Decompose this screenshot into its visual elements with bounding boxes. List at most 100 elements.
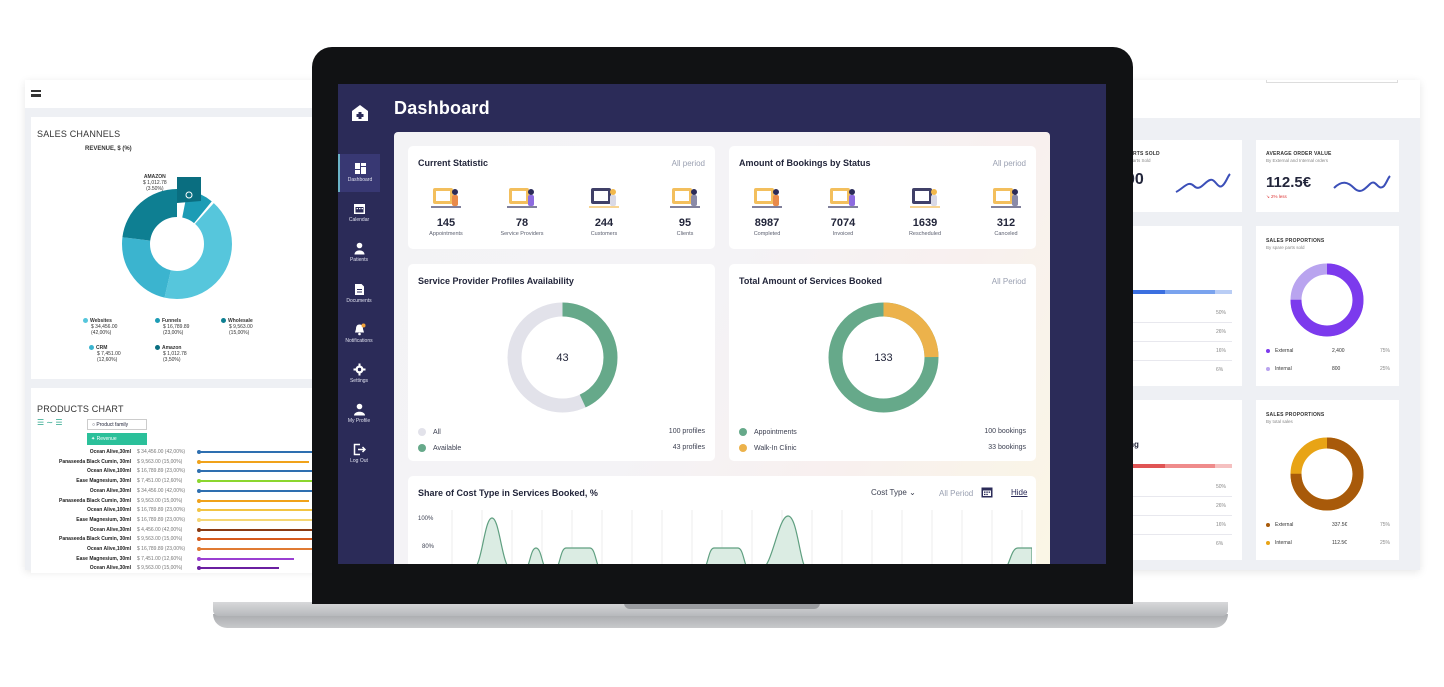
product-bar bbox=[199, 451, 324, 453]
stat-label: Completed bbox=[753, 231, 781, 237]
menu-icon[interactable] bbox=[31, 90, 41, 97]
stat-item: 244 Customers bbox=[574, 182, 634, 237]
product-bar bbox=[199, 538, 317, 541]
availability-card: Service Provider Profiles Availability 4… bbox=[408, 264, 715, 461]
stat-label: Customers bbox=[590, 231, 618, 237]
services-booked-card: Total Amount of Services Booked All Peri… bbox=[729, 264, 1036, 461]
product-bar-dot bbox=[197, 498, 201, 503]
sidebar-item-notifications[interactable]: Notifications bbox=[338, 315, 380, 353]
stat-item: 95 Clients bbox=[655, 182, 715, 237]
left-background-window: SALES CHANNELS REVENUE, $ (%) AMAZON $ 1… bbox=[25, 80, 325, 573]
product-bar-dot bbox=[197, 450, 201, 454]
sales-prop2-sub: By total sales bbox=[1266, 419, 1293, 424]
proportion-pct: 75% bbox=[1380, 522, 1391, 528]
sidebar-item-label: Dashboard bbox=[347, 177, 373, 183]
parts-sold-sub: e Parts Sold bbox=[1126, 158, 1151, 163]
chart-type-icons[interactable]: ☰ ∼ ☰ bbox=[37, 418, 63, 427]
product-row: Ocean Alive,100ml $ 16,789.89 (23,00%) bbox=[31, 545, 321, 555]
avg-order-card: AVERAGE ORDER VALUE By External and Inte… bbox=[1256, 140, 1399, 212]
avg-order-label: AVERAGE ORDER VALUE bbox=[1266, 151, 1332, 157]
sales-channels-card: SALES CHANNELS REVENUE, $ (%) AMAZON $ 1… bbox=[31, 117, 321, 379]
stat-item: 145 Appointments bbox=[416, 182, 476, 237]
product-value: $ 9,563.00 (15,00%) bbox=[137, 565, 183, 572]
row-divider bbox=[1120, 534, 1232, 535]
row-pct: 6% bbox=[1216, 367, 1224, 373]
availability-donut: 43 bbox=[507, 302, 618, 413]
sidebar-item-log-out[interactable]: Log Out bbox=[338, 435, 380, 473]
parts-sold-card: PARTS SOLD e Parts Sold 00 bbox=[1120, 140, 1242, 212]
product-family-dropdown[interactable]: ○ Product family bbox=[87, 419, 147, 430]
product-row: Ease Magnesium, 30ml $ 7,451.00 (12,60%) bbox=[31, 555, 321, 565]
product-bar bbox=[199, 460, 309, 463]
sidebar-item-settings[interactable]: Settings bbox=[338, 355, 380, 393]
row-divider bbox=[1120, 322, 1232, 323]
sales-prop2-donut bbox=[1290, 437, 1364, 511]
proportion-item: External bbox=[1266, 522, 1293, 528]
y-tick-100: 100% bbox=[418, 516, 434, 522]
sidebar-item-patients[interactable]: Patients bbox=[338, 234, 380, 272]
clinic-logo-icon[interactable] bbox=[351, 104, 369, 122]
illustration-icon bbox=[910, 188, 940, 208]
product-value: $ 9,563.00 (15,00%) bbox=[137, 497, 183, 504]
row-pct: 50% bbox=[1216, 310, 1227, 316]
stat-value: 95 bbox=[678, 217, 692, 229]
sales-channels-donut bbox=[122, 177, 232, 299]
services-booked-donut: 133 bbox=[828, 302, 939, 413]
availability-center-value: 43 bbox=[556, 352, 568, 364]
product-bar bbox=[199, 528, 324, 531]
availability-title: Service Provider Profiles Availability bbox=[418, 276, 574, 286]
stat-label: Canceled bbox=[994, 231, 1018, 237]
proportion-pct: 25% bbox=[1380, 366, 1391, 372]
illustration-icon bbox=[589, 188, 619, 208]
services-legend-walkin: Walk-In Clinic bbox=[739, 444, 797, 452]
search-box[interactable] bbox=[1266, 80, 1398, 83]
sidebar-item-dashboard[interactable]: Dashboard bbox=[338, 154, 380, 192]
product-bar-dot bbox=[197, 488, 201, 493]
stat-label: Rescheduled bbox=[908, 231, 942, 237]
cost-share-period[interactable]: All Period bbox=[939, 489, 974, 498]
bookings-status-period[interactable]: All period bbox=[992, 159, 1026, 168]
product-name: Ocean Alive,30ml bbox=[89, 526, 131, 533]
hide-link[interactable]: Hide bbox=[1011, 488, 1028, 497]
cost-type-dropdown[interactable]: Cost Type ⌄ bbox=[871, 488, 916, 497]
row-pct: 26% bbox=[1216, 329, 1227, 335]
amazon-callout: AMAZON $ 1,012.78 (3.50%) bbox=[143, 174, 167, 192]
legend-crm: CRM $ 7,451.00 (12,60%) bbox=[89, 345, 121, 363]
product-value: $ 16,789.89 (23,00%) bbox=[137, 507, 186, 514]
avg-order-change-text: 2% less bbox=[1271, 194, 1287, 199]
proportion-value: 800 bbox=[1332, 366, 1341, 372]
avg-order-sparkline bbox=[1333, 175, 1391, 192]
app-screen: Dashboard Calendar Patients Documents Notifi… bbox=[338, 84, 1106, 564]
row-pct: 26% bbox=[1216, 503, 1227, 509]
product-value: $ 7,451.00 (12,60%) bbox=[137, 555, 183, 562]
product-bar-dot bbox=[197, 517, 201, 522]
services-booked-period[interactable]: All Period bbox=[991, 277, 1026, 286]
proportion-value: 112.5€ bbox=[1332, 540, 1347, 546]
current-statistic-period[interactable]: All period bbox=[671, 159, 705, 168]
product-name: Ocean Alive,30ml bbox=[89, 565, 131, 572]
stat-item: 78 Service Providers bbox=[492, 182, 552, 237]
sidebar-item-label: Notifications bbox=[345, 337, 373, 344]
product-value: $ 16,789.89 (23,00%) bbox=[137, 546, 186, 552]
grid-icon bbox=[354, 163, 366, 174]
sidebar-item-calendar[interactable]: Calendar bbox=[338, 194, 380, 232]
page-title: Dashboard bbox=[394, 98, 490, 118]
sidebar-item-label: Documents bbox=[346, 297, 372, 304]
cost-type-label: Cost Type bbox=[871, 488, 907, 497]
sales-prop1-donut bbox=[1290, 263, 1364, 337]
gear-icon bbox=[353, 363, 365, 376]
legend-funnels: Funnels $ 16,789.89 (23,00%) bbox=[155, 318, 189, 336]
user-icon bbox=[353, 403, 365, 416]
right-background-window: PARTS SOLD e Parts Sold 00 AVERAGE ORDER… bbox=[1120, 80, 1420, 570]
proportion-item: External bbox=[1266, 348, 1293, 354]
revenue-tag[interactable]: ✦ Revenue bbox=[87, 433, 147, 445]
legend-websites: Websites $ 34,456.00 (42,00%) bbox=[83, 318, 117, 336]
product-bar bbox=[199, 548, 319, 550]
sidebar-item-my-profile[interactable]: My Profile bbox=[338, 395, 380, 433]
sidebar-item-documents[interactable]: Documents bbox=[338, 275, 380, 313]
callout-name: AMAZON bbox=[143, 174, 166, 180]
proportion-value: 337.5€ bbox=[1332, 522, 1348, 528]
parts-sold-sparkline bbox=[1175, 173, 1231, 193]
calendar-icon[interactable] bbox=[981, 486, 993, 498]
